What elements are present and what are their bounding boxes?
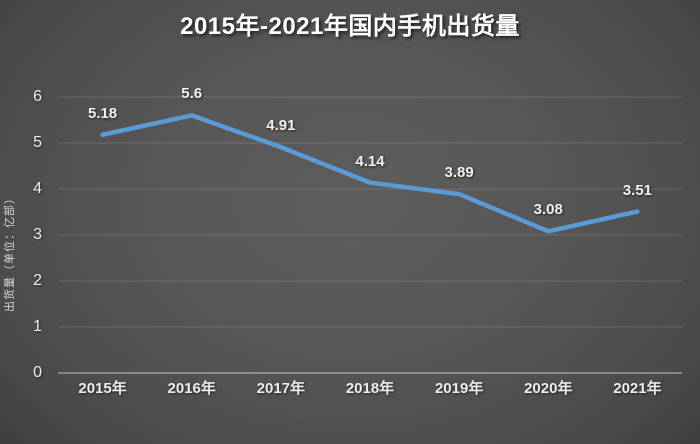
shipment-trend-line (100, 113, 640, 234)
x-tick-label: 2020年 (524, 380, 573, 397)
data-point-label: 4.14 (355, 152, 385, 170)
x-tick-label: 2015年 (78, 380, 127, 397)
data-point-label: 3.08 (533, 201, 563, 219)
y-tick-label: 0 (33, 364, 42, 381)
y-tick-label: 2 (33, 272, 42, 289)
y-tick-label: 5 (33, 134, 42, 151)
x-tick-label: 2018年 (345, 380, 395, 397)
data-point-label: 4.91 (266, 117, 296, 135)
chart-title: 2015年-2021年国内手机出货量 (180, 13, 520, 40)
data-point-label: 3.89 (444, 164, 474, 182)
x-tick-label: 2019年 (434, 380, 484, 397)
x-tick-label: 2017年 (256, 380, 306, 397)
data-point-label: 3.51 (622, 181, 653, 199)
x-tick-label: 2016年 (167, 380, 216, 397)
data-point-label: 5.18 (87, 104, 118, 122)
y-tick-label: 6 (33, 88, 42, 105)
x-tick-label: 2021年 (613, 380, 662, 397)
y-tick-label: 1 (33, 318, 42, 335)
y-tick-label: 4 (33, 180, 42, 197)
y-tick-label: 3 (33, 226, 42, 243)
data-point-label: 5.6 (181, 85, 203, 103)
